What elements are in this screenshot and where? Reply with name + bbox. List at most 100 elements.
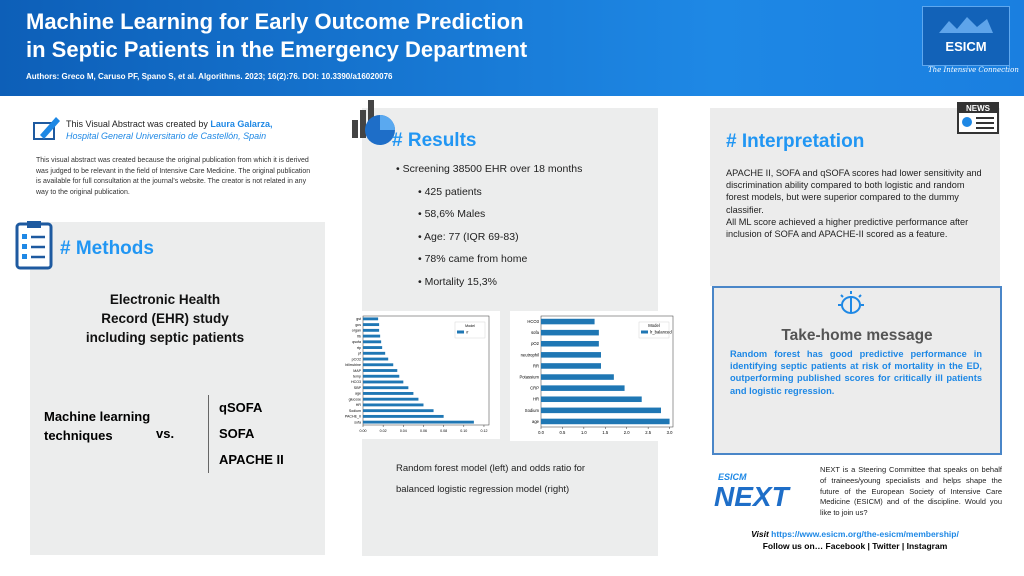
takehome-text: Random forest has good predictive perfor… <box>730 349 982 396</box>
bar <box>363 363 394 367</box>
result-item: • Age: 77 (IQR 69-83) <box>418 230 519 243</box>
legend-title: Model <box>648 323 659 328</box>
ml: Machine learning techniques <box>44 407 150 445</box>
x-tick-label: 1.0 <box>581 430 587 435</box>
x-tick-label: 0.10 <box>460 429 467 433</box>
vs: vs. <box>156 426 175 441</box>
x-tick-label: 2.5 <box>645 430 651 435</box>
y-tick-label: RR <box>533 363 539 368</box>
y-tick-label: SBP <box>354 386 362 390</box>
brain-icon <box>838 291 864 314</box>
x-tick-label: 0.06 <box>420 429 427 433</box>
interpretation-heading: # Interpretation <box>726 131 865 152</box>
logo: ESICM <box>922 6 1010 66</box>
next-logo-text: NEXT <box>714 481 792 512</box>
y-tick-label: Sodium <box>525 408 540 413</box>
next-logo-top: ESICM <box>718 472 747 482</box>
paragraph: All ML score achieved a higher predictiv… <box>726 216 969 240</box>
y-tick-label: MAP <box>353 369 361 373</box>
caption-line: Random forest model (left) and odds rati… <box>396 463 586 474</box>
result-item: • Mortality 15,3% <box>418 275 497 288</box>
x-tick-label: 0.00 <box>360 429 367 433</box>
next-logo: ESICM NEXT <box>714 472 792 512</box>
y-tick-label: HCO3 <box>351 380 361 384</box>
score: qSOFA <box>219 400 263 415</box>
results-list: • Screening 38500 EHR over 18 months • 4… <box>396 158 582 293</box>
bar <box>363 346 383 349</box>
y-tick-label: HR <box>533 397 539 402</box>
bar <box>363 357 389 361</box>
legend-swatch <box>457 330 464 334</box>
chart: 0.00 0.02 0.04 0.06 0.08 0.10 0.12 gst gcs organf… <box>345 311 500 439</box>
plot-frame <box>540 315 674 428</box>
x-tick-label: 0.12 <box>480 429 487 433</box>
creator-note: This visual abstract was created because… <box>36 157 311 196</box>
x-tick-label: 3.0 <box>667 430 673 435</box>
next-text: NEXT is a Steering Committee that speaks… <box>820 465 1002 518</box>
creator-name: Laura Galarza, <box>210 119 273 129</box>
y-tick-label: age <box>355 392 361 396</box>
y-tick-label: Sodium <box>349 409 361 413</box>
result-text: 78% came from home <box>424 253 528 265</box>
x-tick-label: 1.5 <box>602 430 608 435</box>
tagline: The Intensive Connection <box>928 66 1019 74</box>
y-tick-label: gst <box>356 317 361 321</box>
title-line: in Septic Patients in the Emergency Depa… <box>26 37 528 62</box>
bar <box>541 396 642 403</box>
bar <box>363 334 381 338</box>
y-tick-label: sofa <box>354 420 361 424</box>
bar <box>363 403 424 407</box>
title-line: Machine Learning for Early Outcome Predi… <box>26 9 524 34</box>
scores: qSOFA SOFA APACHE II <box>208 395 284 473</box>
caption: Random forest model (left) and odds rati… <box>396 458 585 500</box>
takehome-panel <box>712 286 1002 455</box>
results-heading: # Results <box>392 130 477 151</box>
takehome-heading: Take-home message <box>781 327 933 344</box>
y-tick-label: pCO2 <box>352 357 361 361</box>
bar <box>541 374 614 380</box>
legend-label: rf <box>466 331 468 335</box>
result-item: • 58,6% Males <box>418 208 486 220</box>
y-tick-label: neutrophil <box>521 352 539 357</box>
score: SOFA <box>219 426 255 441</box>
y-tick-label: rtp <box>357 346 361 350</box>
legend-label: lr_balanced <box>650 330 672 335</box>
y-tick-label: qsofa <box>352 340 361 344</box>
bar <box>363 351 386 355</box>
y-tick-label: APACHE_II <box>345 415 361 419</box>
legend-title: Model <box>465 324 475 328</box>
y-tick-label: CRP <box>530 386 539 391</box>
legend-swatch <box>641 330 648 334</box>
score: APACHE II <box>219 452 284 467</box>
result-text: Age: 77 (IQR 69-83) <box>424 230 519 243</box>
result-text: Mortality 15,3% <box>424 275 497 288</box>
bar <box>363 380 404 384</box>
y-tick-label: Potassium <box>519 375 539 380</box>
legend-frame <box>454 321 486 339</box>
logo-graphic <box>939 17 993 33</box>
x-tick-label: 0.04 <box>400 429 407 433</box>
ml-line: techniques <box>44 428 113 443</box>
result-item: • 78% came from home <box>418 253 528 265</box>
bar <box>363 420 474 424</box>
interpretation-panel <box>710 108 1000 286</box>
bar <box>363 328 380 332</box>
y-tick-label: HR <box>356 403 362 407</box>
y-tick-label: fib <box>357 334 361 338</box>
y-tick-label: gcs <box>355 323 361 327</box>
x-tick-label: 0.02 <box>380 429 387 433</box>
bar <box>541 385 625 391</box>
bar <box>541 318 595 325</box>
study: Electronic Health Record (EHR) study inc… <box>70 290 260 347</box>
link[interactable]: https://www.esicm.org/the-esicm/membersh… <box>771 529 959 539</box>
result-text: 425 patients <box>424 185 482 198</box>
methods-heading: # Methods <box>60 238 154 259</box>
bar <box>541 407 661 414</box>
authors: Authors: Greco M, Caruso PF, Spano S, et… <box>26 72 393 81</box>
creator-prefix: This Visual Abstract was created by <box>66 119 208 129</box>
result-text: 58,6% Males <box>424 208 486 220</box>
bar <box>363 317 379 321</box>
creator: This Visual Abstract was created by Laur… <box>66 118 272 142</box>
bar <box>363 340 382 344</box>
